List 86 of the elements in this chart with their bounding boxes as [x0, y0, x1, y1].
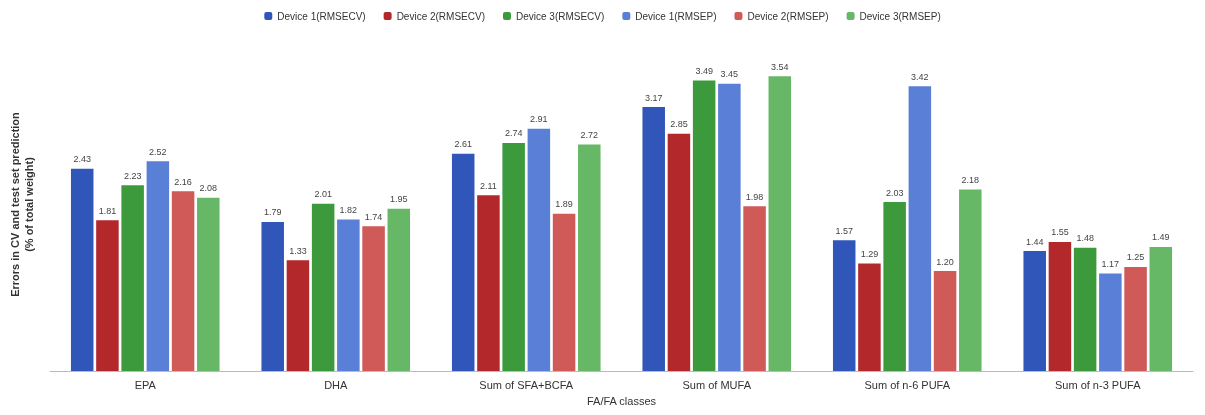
- data-label: 2.91: [530, 114, 548, 125]
- x-axis-title: FA/FA classes: [586, 394, 657, 407]
- bar: [197, 197, 220, 371]
- bar: [718, 83, 741, 371]
- bar: [311, 203, 335, 371]
- data-label: 1.55: [1051, 227, 1069, 238]
- bar: [1048, 241, 1072, 371]
- y-axis-title: Errors in CV and test set prediction (% of total weight): [9, 111, 35, 297]
- data-label: 1.81: [98, 205, 117, 216]
- data-label: 2.18: [961, 175, 980, 186]
- bar: [261, 221, 284, 371]
- data-label: 1.49: [1152, 232, 1170, 243]
- legend-label: Device 1(RMSECV): [277, 10, 366, 22]
- data-label: 3.49: [695, 65, 713, 76]
- legend-label: Device 3(RMSECV): [515, 10, 605, 22]
- bar: [1099, 273, 1122, 371]
- data-label: 1.33: [289, 245, 307, 256]
- bar: [1073, 247, 1097, 371]
- data-label: 2.72: [580, 130, 599, 141]
- legend-label: Device 1(RMSEP): [635, 10, 717, 22]
- data-label: 1.79: [263, 207, 282, 218]
- bar: [908, 86, 932, 371]
- bar: [451, 153, 475, 371]
- bar: [858, 263, 881, 371]
- bar: [96, 220, 119, 371]
- data-label: 1.48: [1076, 233, 1094, 244]
- data-label: 1.29: [860, 249, 879, 260]
- data-label: 1.57: [835, 225, 853, 236]
- data-label: 1.89: [555, 199, 573, 210]
- bar: [642, 107, 665, 371]
- data-label: 2.23: [123, 170, 142, 181]
- bar: [286, 260, 310, 371]
- x-tick-label: Sum of n-6 PUFA: [864, 378, 951, 391]
- bar: [121, 185, 144, 371]
- bar: [883, 202, 906, 371]
- data-label: 2.85: [670, 119, 688, 130]
- bar: [362, 226, 385, 371]
- bar: [959, 189, 982, 371]
- x-tick-label: DHA: [324, 378, 349, 391]
- bar: [667, 133, 691, 371]
- data-label: 2.74: [504, 128, 523, 139]
- data-label: 3.17: [644, 92, 663, 103]
- data-label: 1.82: [339, 204, 358, 215]
- data-label: 3.54: [771, 61, 789, 72]
- data-label: 2.16: [174, 176, 192, 187]
- bar: [477, 195, 500, 371]
- bar: [527, 128, 551, 371]
- legend-label: Device 3(RMSEP): [859, 10, 941, 22]
- bar: [552, 213, 576, 371]
- data-label: 1.20: [936, 256, 954, 267]
- data-label: 2.52: [149, 146, 167, 157]
- bar: [933, 271, 957, 371]
- x-tick-label: EPA: [134, 378, 157, 391]
- data-label: 1.95: [390, 194, 408, 205]
- x-tick-label: Sum of MUFA: [682, 378, 752, 391]
- data-label: 1.74: [364, 211, 383, 222]
- data-label: 2.01: [314, 189, 332, 200]
- data-label: 2.08: [199, 183, 218, 194]
- data-label: 2.11: [480, 180, 497, 191]
- x-tick-label: Sum of n-3 PUFA: [1054, 378, 1142, 391]
- legend-label: Device 2(RMSECV): [396, 10, 485, 22]
- data-label: 2.43: [73, 154, 91, 165]
- data-label: 3.42: [911, 71, 929, 82]
- bar: [1124, 266, 1147, 371]
- bar: [70, 168, 94, 371]
- bar: [146, 161, 170, 371]
- data-label: 1.44: [1025, 236, 1044, 247]
- bar: [171, 191, 195, 371]
- bar: [1149, 246, 1173, 371]
- bar: [743, 206, 766, 371]
- bar: [578, 144, 601, 371]
- data-label: 2.03: [885, 187, 904, 198]
- bar: [692, 80, 716, 371]
- data-label: 2.61: [454, 139, 472, 150]
- bar: [502, 142, 525, 371]
- bar: [387, 208, 411, 371]
- x-tick-label: Sum of SFA+BCFA: [479, 378, 574, 391]
- bar: [1023, 251, 1046, 371]
- data-label: 1.98: [745, 191, 764, 202]
- data-label: 1.17: [1101, 259, 1120, 270]
- bar: [768, 76, 792, 371]
- data-label: 1.25: [1126, 252, 1145, 263]
- data-label: 3.45: [720, 69, 739, 80]
- bar: [337, 219, 360, 371]
- bar: [832, 240, 856, 371]
- legend-label: Device 2(RMSEP): [747, 10, 829, 22]
